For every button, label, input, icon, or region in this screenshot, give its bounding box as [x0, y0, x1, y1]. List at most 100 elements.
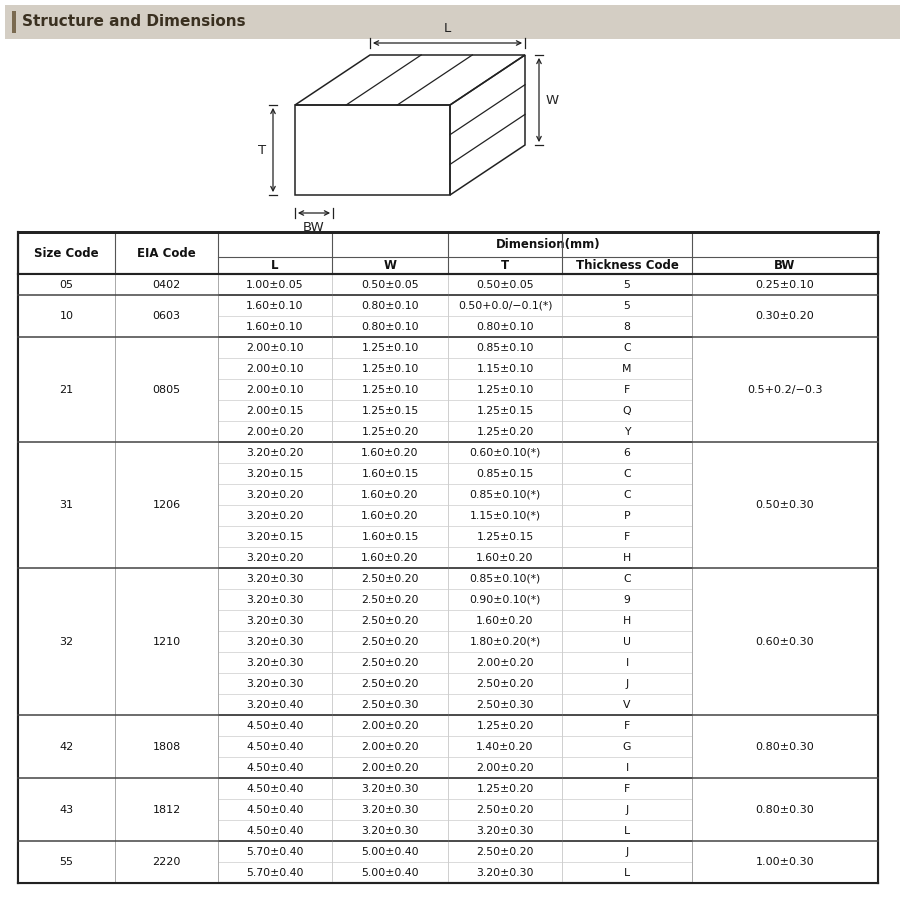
Text: 1.60±0.20: 1.60±0.20 [361, 510, 419, 520]
Text: 2.50±0.30: 2.50±0.30 [476, 700, 534, 710]
Text: 2.50±0.20: 2.50±0.20 [361, 595, 419, 605]
Text: F: F [624, 720, 630, 730]
Text: Y: Y [624, 426, 630, 436]
Text: 3.20±0.15: 3.20±0.15 [246, 469, 304, 479]
Text: 3.20±0.30: 3.20±0.30 [361, 805, 419, 814]
Text: H: H [623, 552, 631, 563]
Text: Size Code: Size Code [34, 246, 99, 260]
Text: 3.20±0.40: 3.20±0.40 [246, 700, 304, 710]
Text: 1206: 1206 [152, 500, 181, 510]
Text: 1.25±0.20: 1.25±0.20 [361, 426, 419, 436]
Text: EIA Code: EIA Code [138, 246, 195, 260]
Text: 0.25±0.10: 0.25±0.10 [756, 280, 814, 290]
Text: 3.20±0.30: 3.20±0.30 [476, 868, 534, 878]
Text: 1.15±0.10(*): 1.15±0.10(*) [470, 510, 540, 520]
Text: 32: 32 [60, 574, 73, 584]
Text: 3.20±0.30: 3.20±0.30 [246, 615, 304, 625]
Text: 1.25±0.20: 1.25±0.20 [476, 720, 534, 730]
Text: 0.85±0.10: 0.85±0.10 [476, 342, 534, 353]
Text: 3.20±0.15: 3.20±0.15 [246, 531, 304, 541]
Text: 0.85±0.10(*): 0.85±0.10(*) [470, 490, 540, 500]
Text: U: U [623, 636, 631, 646]
Text: L: L [272, 259, 279, 272]
Text: 3.20±0.30: 3.20±0.30 [246, 658, 304, 668]
Text: 2.00±0.20: 2.00±0.20 [246, 426, 304, 436]
Bar [692, 338, 878, 442]
Text: 1.60±0.10: 1.60±0.10 [246, 321, 304, 331]
Text: 1.00±0.05: 1.00±0.05 [246, 280, 304, 290]
Text: 5: 5 [624, 300, 631, 310]
Text: 1.25±0.10: 1.25±0.10 [361, 385, 419, 395]
Text: 1812: 1812 [152, 805, 181, 814]
Text: J: J [625, 805, 629, 814]
Text: 5.00±0.40: 5.00±0.40 [361, 868, 419, 878]
Text: T: T [258, 144, 266, 157]
Text: BW: BW [775, 259, 795, 272]
Text: W: W [384, 259, 396, 272]
Text: 0.80±0.30: 0.80±0.30 [756, 741, 814, 751]
Text: 3.20±0.30: 3.20±0.30 [246, 679, 304, 689]
Text: 0.80±0.10: 0.80±0.10 [476, 321, 534, 331]
Text: 55: 55 [60, 846, 73, 856]
Text: I: I [625, 658, 629, 668]
Text: 1.25±0.10: 1.25±0.10 [361, 364, 419, 374]
Text: 1.60±0.20: 1.60±0.20 [476, 552, 534, 563]
Text: F: F [624, 784, 630, 794]
Text: 0.25±0.10: 0.25±0.10 [757, 280, 814, 290]
Text: 1.25±0.10: 1.25±0.10 [361, 342, 419, 353]
Text: F: F [624, 385, 630, 395]
Text: L: L [443, 22, 451, 35]
Text: 3.20±0.30: 3.20±0.30 [361, 825, 419, 835]
Text: BW: BW [303, 221, 325, 234]
Bar [12, 11, 16, 33]
Text: 4.50±0.40: 4.50±0.40 [246, 825, 304, 835]
Text: L: L [624, 868, 630, 878]
Text: 2.50±0.20: 2.50±0.20 [361, 679, 419, 689]
Text: 4.50±0.40: 4.50±0.40 [246, 784, 304, 794]
Text: 2.50±0.20: 2.50±0.20 [476, 846, 534, 856]
Bar [692, 295, 878, 337]
Text: 0.80±0.10: 0.80±0.10 [361, 300, 419, 310]
Bar [18, 842, 115, 882]
Text: 5: 5 [624, 280, 631, 290]
Text: 2.50±0.30: 2.50±0.30 [361, 700, 419, 710]
Text: 10: 10 [60, 311, 73, 321]
Text: 21: 21 [60, 385, 73, 395]
Text: 2.50±0.20: 2.50±0.20 [361, 574, 419, 584]
Text: 42: 42 [60, 741, 73, 751]
Text: Dimension(mm): Dimension(mm) [496, 238, 600, 251]
Bar [116, 715, 217, 777]
Text: 1812: 1812 [153, 784, 180, 794]
Text: 1.00±0.30: 1.00±0.30 [757, 846, 814, 856]
Text: 0.5+0.2/−0.3: 0.5+0.2/−0.3 [748, 342, 822, 353]
Text: 2220: 2220 [153, 846, 180, 856]
Text: 0.85±0.10(*): 0.85±0.10(*) [470, 574, 540, 584]
Text: 05: 05 [60, 280, 73, 290]
Text: 2.00±0.15: 2.00±0.15 [246, 405, 304, 415]
Text: C: C [624, 469, 631, 479]
Text: 0.50±0.30: 0.50±0.30 [757, 447, 814, 458]
Text: 1.25±0.20: 1.25±0.20 [476, 426, 534, 436]
Text: L: L [624, 825, 630, 835]
Text: 1.60±0.15: 1.60±0.15 [361, 469, 419, 479]
Text: 1210: 1210 [153, 574, 180, 584]
Text: Q: Q [623, 405, 632, 415]
Text: 1.60±0.20: 1.60±0.20 [361, 490, 419, 500]
Text: 0805: 0805 [153, 342, 180, 353]
Text: V: V [624, 700, 631, 710]
Text: 1.40±0.20: 1.40±0.20 [476, 741, 534, 751]
Text: 0.50+0.0/−0.1(*): 0.50+0.0/−0.1(*) [458, 300, 552, 310]
Text: C: C [624, 342, 631, 353]
Text: 2.50±0.20: 2.50±0.20 [361, 615, 419, 625]
Text: 1.25±0.20: 1.25±0.20 [476, 784, 534, 794]
Text: 2.50±0.20: 2.50±0.20 [476, 679, 534, 689]
Text: C: C [624, 574, 631, 584]
Text: J: J [625, 679, 629, 689]
Bar [18, 295, 115, 337]
Text: 0.60±0.30: 0.60±0.30 [756, 636, 814, 646]
Text: 0603: 0603 [153, 311, 180, 321]
Text: 2.00±0.20: 2.00±0.20 [476, 763, 534, 773]
Text: F: F [624, 531, 630, 541]
Bar [116, 778, 217, 841]
Text: 31: 31 [60, 500, 73, 510]
